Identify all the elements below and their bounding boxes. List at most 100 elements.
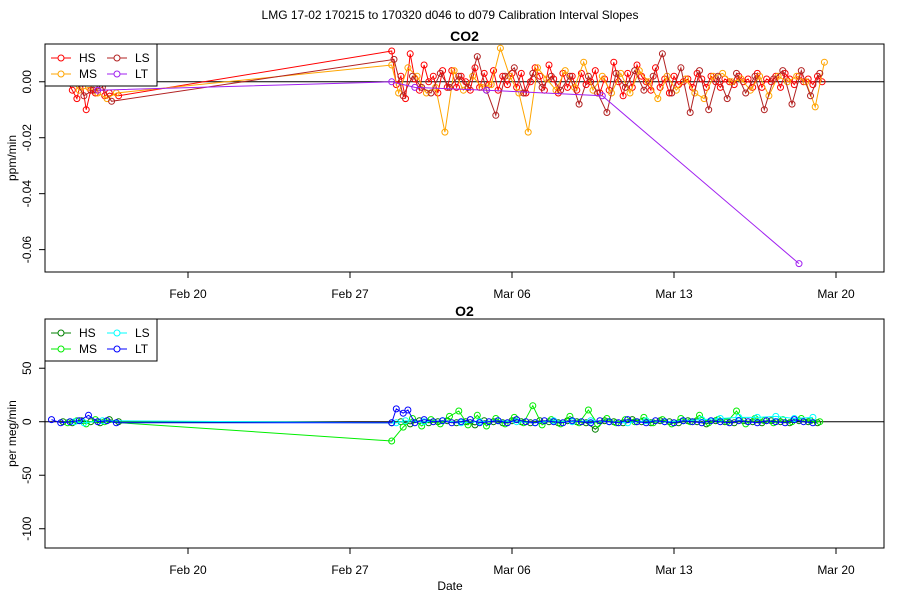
data-point [534,64,541,72]
y-axis-label: per meg/min [5,400,19,467]
data-point [783,78,791,86]
data-point [624,416,632,424]
data-point [388,47,396,55]
data-point [487,81,495,89]
data-point [547,72,555,80]
data-point [744,75,752,83]
data-point [795,260,803,268]
data-point [619,92,627,100]
data-point [429,418,437,426]
data-point [91,416,99,424]
data-point [661,418,669,426]
data-point [816,418,824,426]
data-point [388,78,396,86]
data-point [809,413,817,421]
data-point [779,67,787,75]
data-point [647,86,655,94]
data-point [763,417,771,425]
data-point [568,72,576,80]
data-point [103,417,111,425]
legend-box [44,43,158,87]
data-point [723,95,731,103]
plot-data [64,44,828,268]
data-point [612,69,620,77]
data-point [705,106,713,114]
data-point [455,407,463,415]
data-point [476,419,484,427]
data-point [492,415,500,422]
data-point [427,416,435,424]
series-lt [94,78,803,268]
data-point [598,92,606,100]
y-tick-label: -50 [20,466,34,484]
legend-label: LT [135,67,149,81]
data-point [584,72,592,80]
data-point [816,69,824,77]
legend-marker [57,70,65,78]
data-point [802,78,810,86]
data-point [390,55,398,63]
legend-entry-ms: MS [51,67,97,81]
data-point [642,417,650,425]
data-point [605,418,613,426]
plot-frame [44,43,885,273]
data-point [705,419,713,427]
data-point [550,418,558,426]
legend-marker [113,345,121,353]
legend-label: MS [79,342,97,356]
data-point [770,75,777,83]
x-tick-label: Mar 06 [493,563,531,577]
data-point [420,416,428,424]
data-point [626,89,634,97]
data-point [631,67,639,75]
legend-marker [113,329,121,337]
data-point [524,128,532,136]
data-point [577,69,585,77]
data-point [633,418,641,426]
data-point [608,89,615,97]
data-point [531,419,539,427]
legend-label: MS [79,67,97,81]
plot-frame [44,318,885,549]
data-point [800,418,808,426]
data-point [682,75,690,83]
legend: HS MS LS LT [44,43,158,87]
data-point [677,64,685,72]
x-tick-label: Mar 13 [655,287,693,301]
data-point [404,64,412,72]
data-point [545,61,553,69]
legend-entry-hs: HS [51,51,96,65]
data-point [450,67,458,75]
data-point [818,78,826,86]
data-point [420,418,428,426]
data-point [624,69,632,77]
data-point [411,419,419,427]
data-point [668,89,676,97]
data-point [436,69,444,77]
data-point [700,95,708,103]
x-tick-label: Mar 20 [817,563,855,577]
data-point [591,67,599,75]
data-point [649,419,657,427]
data-point [737,75,745,83]
data-point [392,419,400,427]
data-point [744,418,752,426]
data-point [642,419,650,427]
legend-label: LT [135,342,149,356]
data-point [617,69,625,77]
data-point [464,83,472,91]
data-point [584,406,592,414]
series-line-lt [97,81,800,264]
data-point [483,86,490,94]
x-tick-label: Mar 20 [817,287,855,301]
data-point [522,418,530,426]
legend-marker [57,329,65,337]
data-point [716,83,724,91]
data-point [392,405,400,413]
data-point [425,78,433,86]
data-point [453,83,460,91]
data-point [559,419,567,427]
data-point [522,89,530,97]
